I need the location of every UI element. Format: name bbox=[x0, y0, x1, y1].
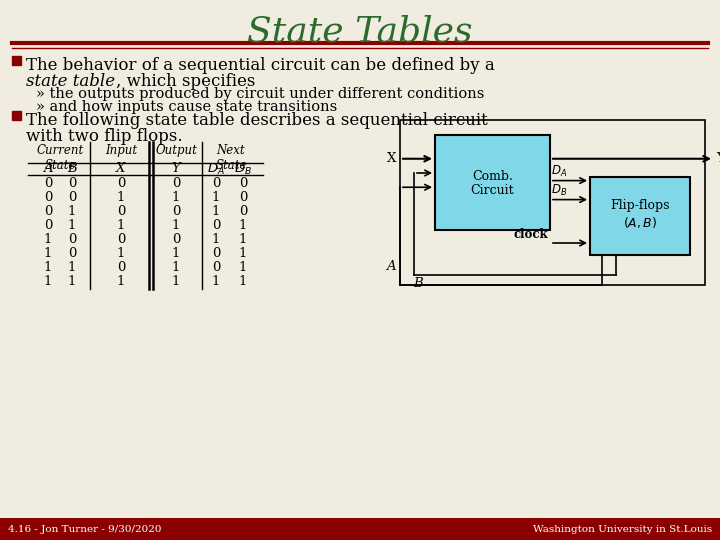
Text: A: A bbox=[387, 260, 396, 273]
Text: 1: 1 bbox=[239, 275, 247, 288]
Text: 1: 1 bbox=[117, 275, 125, 288]
Text: 1: 1 bbox=[239, 233, 247, 246]
Text: 1: 1 bbox=[44, 261, 52, 274]
Text: Circuit: Circuit bbox=[471, 184, 514, 197]
Text: Next
State: Next State bbox=[215, 144, 247, 172]
Text: Washington University in St.Louis: Washington University in St.Louis bbox=[533, 524, 712, 534]
Text: Output: Output bbox=[155, 144, 197, 157]
Text: 1: 1 bbox=[172, 275, 180, 288]
Text: 1: 1 bbox=[44, 233, 52, 246]
Text: 1: 1 bbox=[44, 247, 52, 260]
Bar bbox=[400, 120, 705, 285]
Text: 1: 1 bbox=[117, 219, 125, 232]
Text: A: A bbox=[43, 162, 53, 175]
Text: state table: state table bbox=[26, 73, 115, 90]
Text: Current
State: Current State bbox=[37, 144, 84, 172]
Text: » the outputs produced by circuit under different conditions: » the outputs produced by circuit under … bbox=[36, 87, 485, 101]
Bar bbox=[435, 135, 550, 230]
Text: 0: 0 bbox=[212, 177, 220, 190]
Text: 0: 0 bbox=[68, 177, 76, 190]
Text: 1: 1 bbox=[68, 205, 76, 218]
Text: 0: 0 bbox=[239, 191, 247, 204]
Text: Y: Y bbox=[716, 152, 720, 165]
Text: 0: 0 bbox=[172, 205, 180, 218]
Text: The following state table describes a sequential circuit: The following state table describes a se… bbox=[26, 112, 487, 129]
Text: X: X bbox=[387, 152, 396, 165]
Text: Input: Input bbox=[105, 144, 137, 157]
Text: 0: 0 bbox=[117, 177, 125, 190]
Text: 1: 1 bbox=[172, 247, 180, 260]
Bar bbox=[0, 518, 720, 540]
Text: 0: 0 bbox=[68, 233, 76, 246]
Text: 0: 0 bbox=[172, 233, 180, 246]
Text: 0: 0 bbox=[117, 233, 125, 246]
Text: 1: 1 bbox=[239, 261, 247, 274]
Text: 1: 1 bbox=[212, 205, 220, 218]
Bar bbox=[12, 56, 21, 65]
Text: 1: 1 bbox=[117, 191, 125, 204]
Bar bbox=[12, 111, 21, 120]
Text: with two flip flops.: with two flip flops. bbox=[26, 128, 183, 145]
Text: $(A,B)$: $(A,B)$ bbox=[623, 215, 657, 231]
Text: B: B bbox=[67, 162, 77, 175]
Text: 0: 0 bbox=[117, 205, 125, 218]
Text: $D_A$: $D_A$ bbox=[551, 164, 567, 179]
Text: 0: 0 bbox=[212, 219, 220, 232]
Text: 1: 1 bbox=[172, 261, 180, 274]
Text: $D_A$: $D_A$ bbox=[207, 162, 225, 177]
Text: 1: 1 bbox=[172, 191, 180, 204]
Text: The behavior of a sequential circuit can be defined by a: The behavior of a sequential circuit can… bbox=[26, 57, 495, 74]
Text: 1: 1 bbox=[239, 219, 247, 232]
Text: » and how inputs cause state transitions: » and how inputs cause state transitions bbox=[36, 100, 337, 114]
Text: X: X bbox=[117, 162, 126, 175]
Text: 1: 1 bbox=[117, 247, 125, 260]
Text: 1: 1 bbox=[212, 191, 220, 204]
Text: 0: 0 bbox=[44, 191, 52, 204]
Text: $D_B$: $D_B$ bbox=[551, 183, 567, 198]
Text: Y: Y bbox=[171, 162, 181, 175]
Text: 0: 0 bbox=[212, 261, 220, 274]
Text: 0: 0 bbox=[239, 205, 247, 218]
Text: B: B bbox=[413, 277, 423, 290]
Text: 0: 0 bbox=[44, 205, 52, 218]
Text: Flip-flops: Flip-flops bbox=[611, 199, 670, 213]
Text: clock: clock bbox=[513, 228, 548, 241]
Text: 0: 0 bbox=[68, 247, 76, 260]
Text: 1: 1 bbox=[68, 219, 76, 232]
Text: 1: 1 bbox=[68, 261, 76, 274]
Bar bbox=[590, 177, 690, 255]
Text: , which specifies: , which specifies bbox=[116, 73, 256, 90]
Text: 1: 1 bbox=[44, 275, 52, 288]
Text: 0: 0 bbox=[172, 177, 180, 190]
Text: 0: 0 bbox=[44, 219, 52, 232]
Text: State Tables: State Tables bbox=[247, 14, 473, 48]
Text: 0: 0 bbox=[68, 191, 76, 204]
Text: $D_B$: $D_B$ bbox=[234, 162, 252, 177]
Text: 1: 1 bbox=[212, 233, 220, 246]
Text: 1: 1 bbox=[212, 275, 220, 288]
Text: 4.16 - Jon Turner - 9/30/2020: 4.16 - Jon Turner - 9/30/2020 bbox=[8, 524, 161, 534]
Text: Comb.: Comb. bbox=[472, 170, 513, 183]
Text: 0: 0 bbox=[44, 177, 52, 190]
Text: 0: 0 bbox=[212, 247, 220, 260]
Text: 1: 1 bbox=[239, 247, 247, 260]
Text: 0: 0 bbox=[239, 177, 247, 190]
Text: 1: 1 bbox=[172, 219, 180, 232]
Text: 1: 1 bbox=[68, 275, 76, 288]
Text: 0: 0 bbox=[117, 261, 125, 274]
